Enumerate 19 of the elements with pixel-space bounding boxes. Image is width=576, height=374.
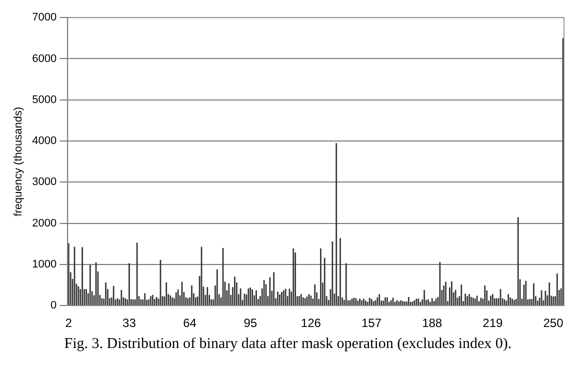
x-tick-label: 188 <box>422 316 442 330</box>
y-tick-label: 3000 <box>32 176 57 188</box>
y-tick-label: 4000 <box>32 135 57 148</box>
caption: Fig. 3. Distribution of binary data after mask operation (excludes index 0). <box>63 336 513 353</box>
x-tick-label: 250 <box>543 316 564 330</box>
x-tick-label: 64 <box>183 316 197 330</box>
y-tick-label: 1000 <box>32 258 57 270</box>
y-tick-label: 5000 <box>32 94 57 106</box>
x-tick-label: 33 <box>122 316 136 330</box>
y-tick-label: 6000 <box>32 52 57 65</box>
x-tick-label: 219 <box>482 316 504 330</box>
y-tick-label: 7000 <box>32 12 57 24</box>
x-tick-label: 157 <box>362 316 382 330</box>
y-axis-title: frequency (thousands) <box>12 106 25 216</box>
y-tick-label: 2000 <box>32 217 57 230</box>
x-tick-label: 126 <box>300 316 322 330</box>
x-tick-label: 95 <box>244 316 258 330</box>
x-tick-label: 2 <box>65 316 72 330</box>
y-tick-label: 0 <box>50 300 57 312</box>
